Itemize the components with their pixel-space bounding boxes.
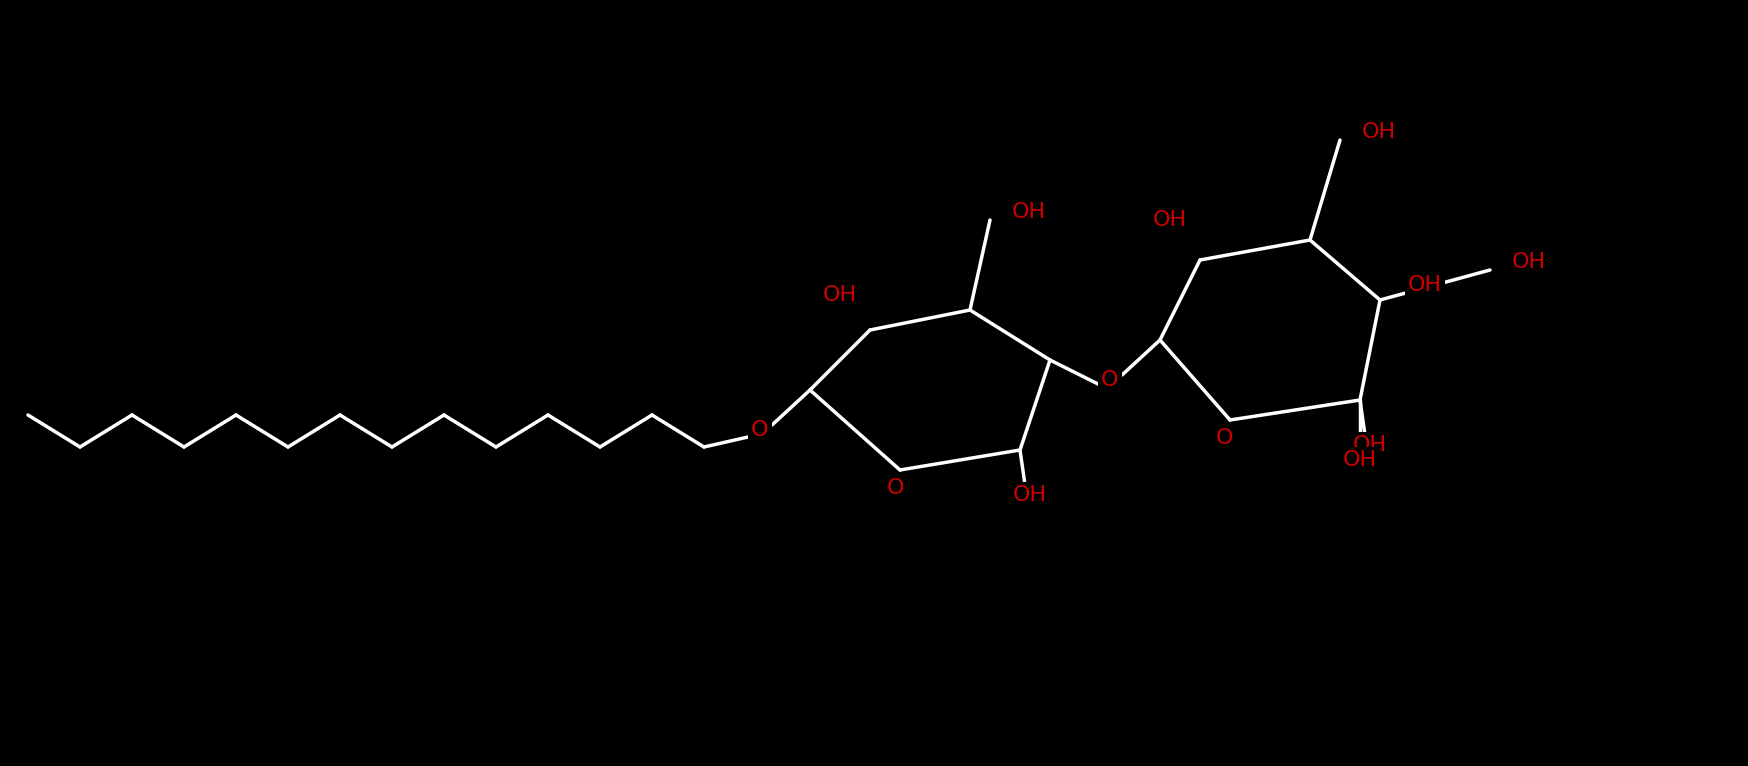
- Text: O: O: [752, 420, 769, 440]
- Text: O: O: [1101, 370, 1119, 390]
- Text: O: O: [1215, 428, 1232, 448]
- Text: OH: OH: [1353, 435, 1386, 455]
- Text: OH: OH: [1152, 210, 1187, 230]
- Text: OH: OH: [1342, 450, 1376, 470]
- Text: OH: OH: [1510, 252, 1545, 272]
- Text: OH: OH: [823, 285, 857, 305]
- Text: OH: OH: [1407, 275, 1442, 295]
- Text: OH: OH: [1362, 122, 1395, 142]
- Text: O: O: [886, 478, 904, 498]
- Text: OH: OH: [1012, 202, 1045, 222]
- Text: OH: OH: [1012, 485, 1047, 505]
